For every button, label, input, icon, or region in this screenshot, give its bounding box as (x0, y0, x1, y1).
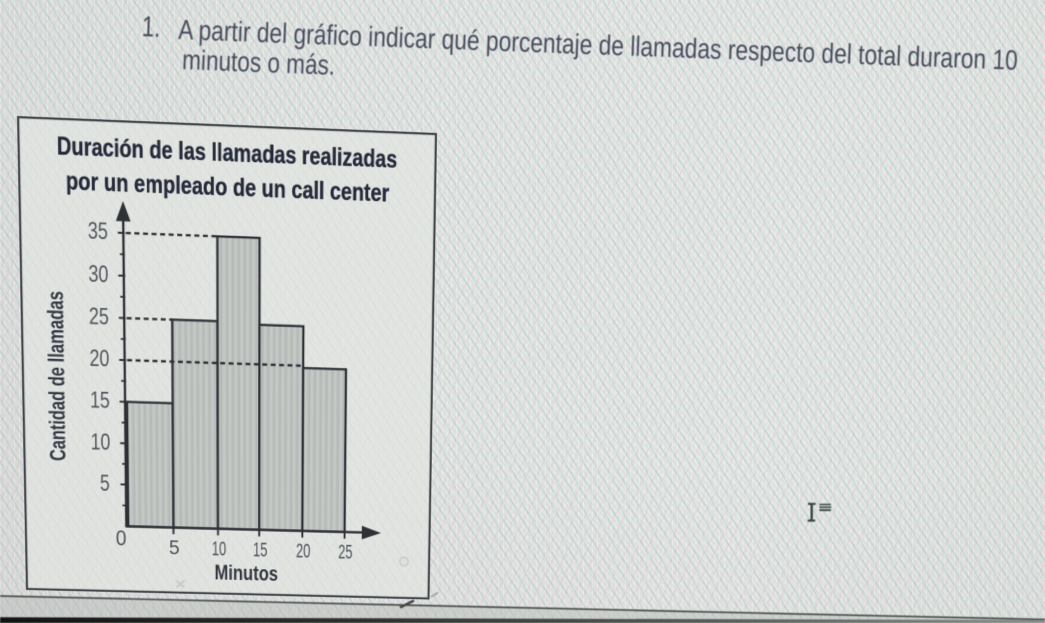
svg-text:1.: 1. (141, 11, 161, 44)
svg-text:20: 20 (296, 539, 311, 562)
svg-text:15: 15 (253, 538, 267, 561)
svg-text:5: 5 (169, 536, 180, 559)
svg-text:25: 25 (338, 540, 353, 563)
svg-text:20: 20 (89, 345, 109, 372)
svg-text:30: 30 (88, 260, 108, 288)
svg-text:0: 0 (116, 527, 127, 550)
svg-text:5: 5 (100, 470, 110, 497)
svg-text:35: 35 (88, 217, 108, 245)
svg-text:Cantidad de llamadas: Cantidad de llamadas (42, 291, 70, 462)
svg-text:Minutos: Minutos (215, 561, 279, 586)
svg-text:10: 10 (90, 428, 110, 455)
svg-text:15: 15 (90, 387, 110, 414)
svg-text:10: 10 (212, 537, 227, 560)
svg-text:25: 25 (89, 303, 109, 331)
svg-text:minutos o más.: minutos o más. (182, 44, 336, 81)
